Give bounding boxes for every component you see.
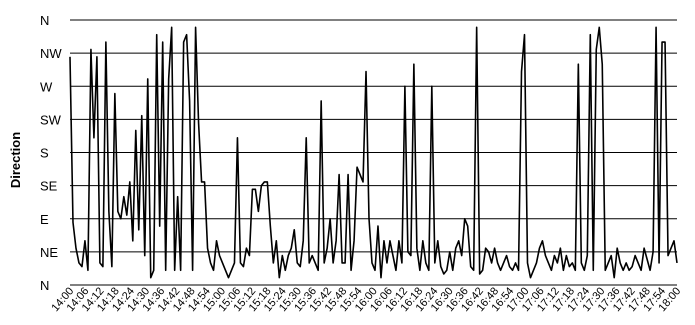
y-axis-label: Direction [8, 132, 23, 188]
y-tick-label: S [40, 146, 49, 161]
x-tick-labels: 14:0014:0614:1214:1814:2414:3014:3614:42… [49, 285, 683, 314]
y-tick-label: NE [40, 245, 58, 260]
y-tick-label: SW [40, 112, 62, 127]
gridlines [70, 19, 677, 286]
y-tick-label: NW [40, 46, 62, 61]
y-tick-label: E [40, 212, 49, 227]
series-line [69, 26, 678, 279]
y-tick-label: SE [40, 179, 58, 194]
y-tick-label: N [40, 13, 49, 28]
y-tick-labels: N NE E SE S SW W NW N [40, 13, 62, 293]
y-tick-label: W [40, 79, 53, 94]
y-tick-label: N [40, 278, 49, 293]
